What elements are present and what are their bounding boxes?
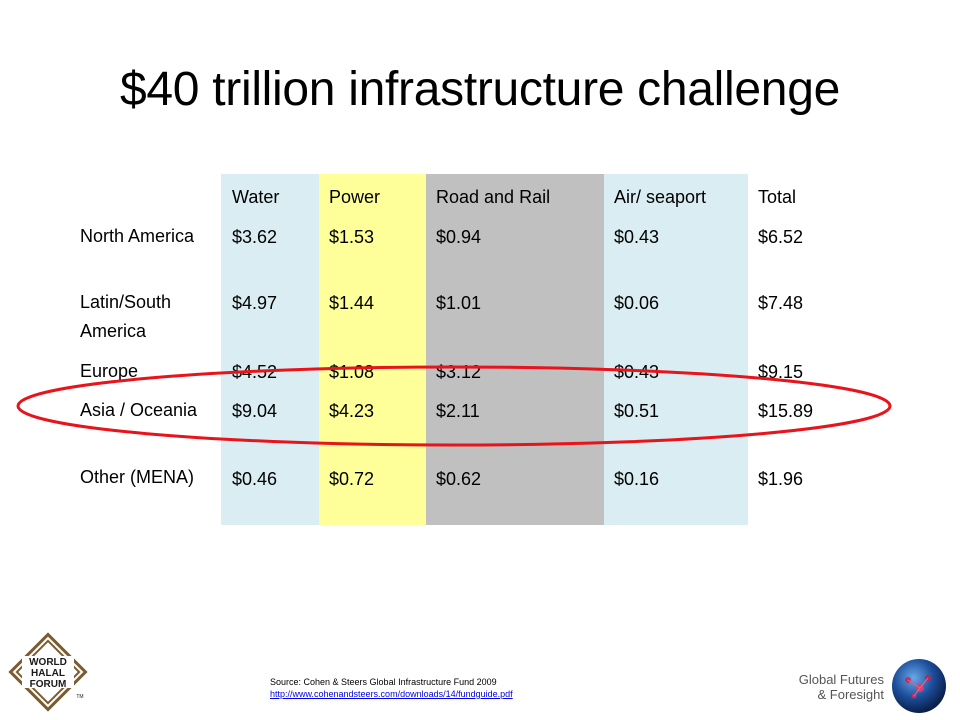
table-cell: $0.16 bbox=[614, 469, 660, 489]
table-cell: $0.94 bbox=[436, 227, 482, 247]
table-cell: $1.01 bbox=[436, 293, 482, 313]
table-cell: $3.12 bbox=[436, 362, 482, 382]
table-cell: $0.46 bbox=[232, 469, 278, 489]
slide-title: $40 trillion infrastructure challenge bbox=[120, 63, 840, 116]
source-link[interactable]: http://www.cohenandsteers.com/downloads/… bbox=[270, 689, 513, 699]
table-cell: $4.52 bbox=[232, 362, 278, 382]
table-cell: $0.62 bbox=[436, 469, 482, 489]
row-label-other-mena: Other (MENA) bbox=[80, 467, 195, 487]
table-cell: $3.62 bbox=[232, 227, 278, 247]
table-cell: $0.43 bbox=[614, 227, 660, 247]
table-cell: $1.08 bbox=[329, 362, 375, 382]
global-futures-brand: Global Futures & Foresight bbox=[760, 672, 884, 702]
brand-line-1: Global Futures bbox=[798, 672, 884, 687]
table-cell: $9.15 bbox=[758, 362, 804, 382]
source-text: Source: Cohen & Steers Global Infrastruc… bbox=[270, 677, 497, 687]
table-cell: $4.23 bbox=[329, 401, 375, 421]
col-header-air-seaport: Air/ seaport bbox=[614, 187, 707, 207]
col-header-total: Total bbox=[758, 187, 797, 207]
table-cell: $15.89 bbox=[758, 401, 814, 421]
col-header-water: Water bbox=[232, 187, 280, 207]
table-cell: $1.44 bbox=[329, 293, 375, 313]
row-label-europe: Europe bbox=[80, 361, 139, 381]
table-cell: $9.04 bbox=[232, 401, 278, 421]
water-column-bg bbox=[221, 174, 319, 525]
logo-word-3: FORUM bbox=[30, 679, 67, 690]
logo-word-2: HALAL bbox=[31, 668, 65, 679]
brand-line-2: & Foresight bbox=[817, 687, 884, 702]
source-note: Source: Cohen & Steers Global Infrastruc… bbox=[270, 676, 513, 700]
table-cell: $1.96 bbox=[758, 469, 804, 489]
table-cell: $0.43 bbox=[614, 362, 660, 382]
table-cell: $0.51 bbox=[614, 401, 660, 421]
table-cell: $0.72 bbox=[329, 469, 375, 489]
logo-word-1: WORLD bbox=[29, 657, 67, 668]
table-cell: $7.48 bbox=[758, 293, 804, 313]
logo-tm: TM bbox=[76, 694, 83, 700]
table-cell: $1.53 bbox=[329, 227, 375, 247]
row-label-latin-south-america: Latin/South America bbox=[80, 292, 172, 341]
table-cell: $0.06 bbox=[614, 293, 660, 313]
row-label-north-america: North America bbox=[80, 226, 195, 246]
table-cell: $2.11 bbox=[436, 401, 480, 421]
air-seaport-column-bg bbox=[604, 174, 748, 525]
table-cell: $4.97 bbox=[232, 293, 278, 313]
col-header-road-rail: Road and Rail bbox=[436, 187, 551, 207]
world-halal-forum-logo: WORLD HALAL FORUM TM bbox=[8, 632, 88, 712]
row-label-asia-oceania: Asia / Oceania bbox=[80, 400, 198, 420]
col-header-power: Power bbox=[329, 187, 381, 207]
power-column-bg bbox=[319, 174, 426, 525]
table-cell: $6.52 bbox=[758, 227, 804, 247]
road-rail-column-bg bbox=[426, 174, 604, 525]
globe-logo-icon bbox=[892, 659, 946, 713]
